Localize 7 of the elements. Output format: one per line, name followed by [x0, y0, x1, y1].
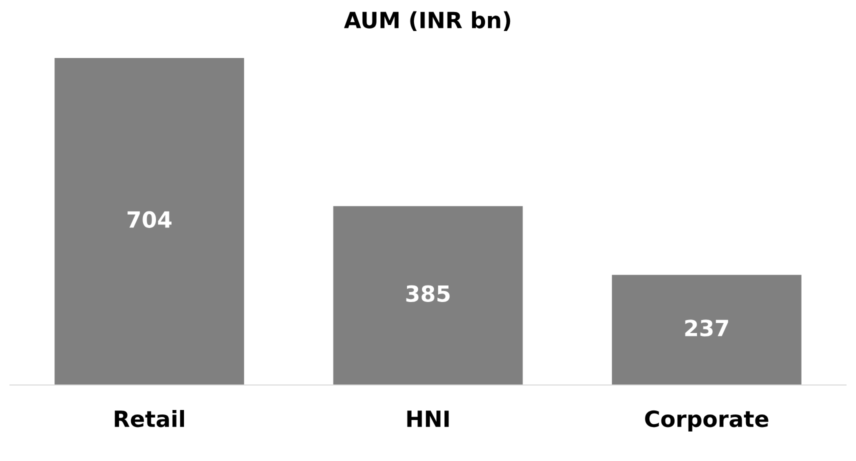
data-label: 237 — [685, 320, 728, 336]
chart-title: AUM (INR bn) — [344, 11, 510, 32]
data-label: 704 — [128, 211, 172, 228]
x-tick-label: Corporate — [645, 410, 768, 432]
x-tick-label: HNI — [407, 410, 449, 427]
x-tick-label: Retail — [114, 410, 184, 428]
data-label: 385 — [406, 285, 450, 302]
